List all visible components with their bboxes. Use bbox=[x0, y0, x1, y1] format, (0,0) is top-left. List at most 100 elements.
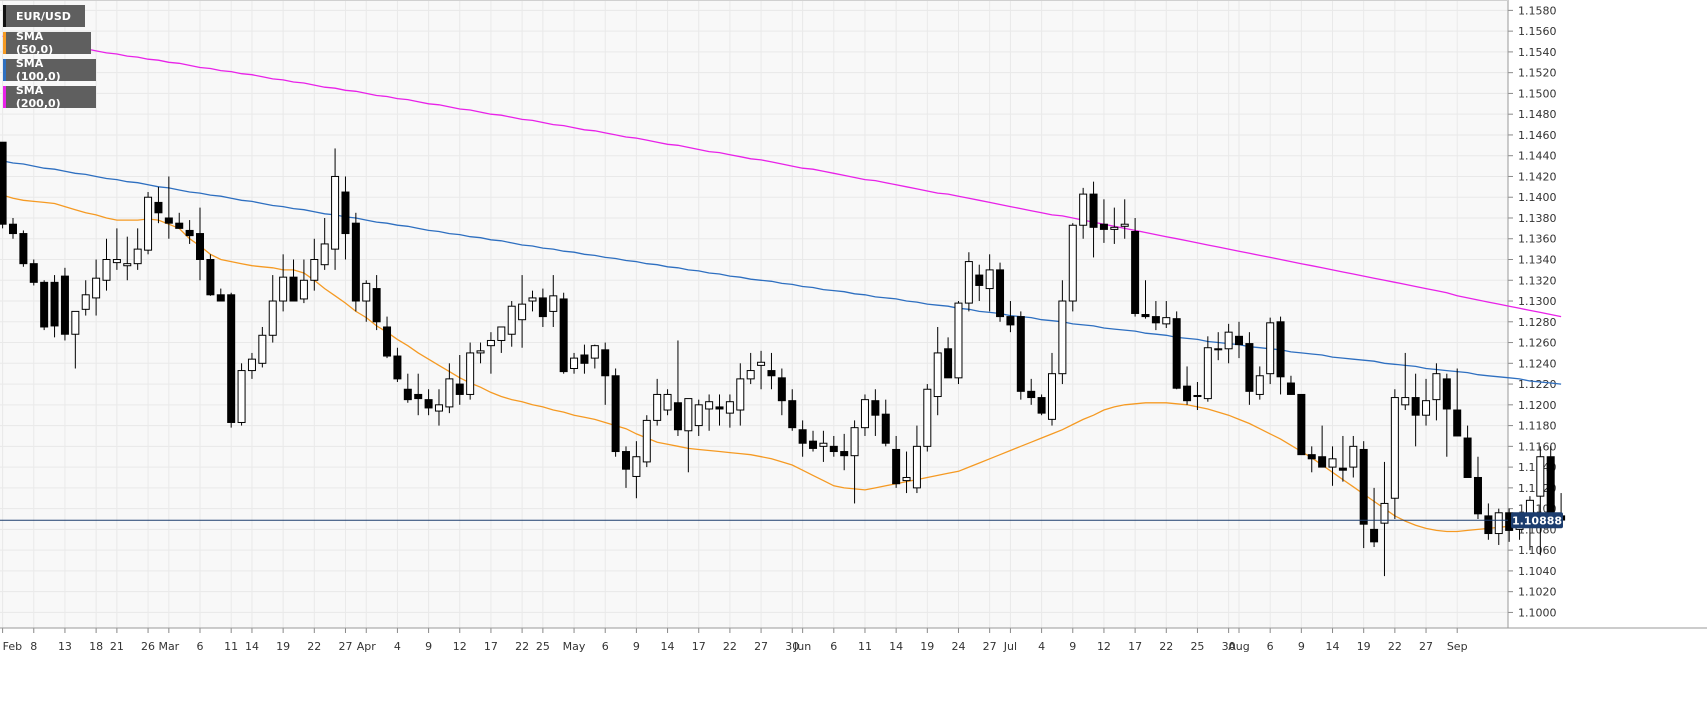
candle-body bbox=[216, 294, 225, 302]
candle bbox=[424, 389, 433, 416]
legend-item-eurusd[interactable]: EUR/USD bbox=[3, 5, 85, 27]
candle bbox=[1318, 425, 1327, 468]
candle bbox=[1338, 435, 1347, 482]
candle bbox=[19, 230, 28, 267]
x-tick-label: 12 bbox=[453, 640, 467, 653]
candle bbox=[653, 378, 662, 426]
candle bbox=[455, 355, 464, 405]
x-tick-label: 27 bbox=[754, 640, 768, 653]
candle bbox=[1079, 187, 1088, 239]
candle bbox=[1235, 321, 1244, 359]
candle-body bbox=[518, 303, 527, 321]
candle bbox=[247, 352, 256, 379]
candle-body bbox=[1079, 193, 1088, 226]
candle bbox=[476, 342, 485, 364]
candle bbox=[341, 176, 350, 260]
x-tick-label: 17 bbox=[484, 640, 498, 653]
candle-body bbox=[860, 399, 869, 429]
candle bbox=[289, 259, 298, 302]
candle-body bbox=[653, 393, 662, 421]
candle-body bbox=[60, 275, 69, 335]
x-tick-label: 6 bbox=[830, 640, 837, 653]
candle-body bbox=[1432, 373, 1441, 401]
y-tick-label: 1.1320 bbox=[1518, 274, 1557, 287]
x-tick-label: Feb bbox=[3, 640, 22, 653]
candle bbox=[622, 446, 630, 488]
candle-body bbox=[1401, 397, 1410, 406]
legend: EUR/USD SMA (50,0) SMA (100,0) SMA (200,… bbox=[3, 5, 96, 113]
candle bbox=[611, 368, 620, 457]
candle bbox=[933, 326, 942, 416]
candle-body bbox=[632, 456, 641, 477]
x-tick-label: 6 bbox=[1267, 640, 1274, 653]
candle-body bbox=[1162, 317, 1171, 325]
x-tick-label: 22 bbox=[1159, 640, 1173, 653]
candle-body bbox=[559, 298, 568, 373]
candle bbox=[996, 262, 1005, 322]
candle-body bbox=[954, 302, 963, 379]
candle bbox=[331, 148, 340, 270]
candle-body bbox=[1089, 193, 1098, 228]
candle bbox=[694, 399, 703, 436]
candle-body bbox=[237, 370, 246, 423]
candle-body bbox=[1193, 394, 1202, 398]
candle-body bbox=[673, 402, 682, 431]
candle bbox=[123, 236, 132, 281]
candle bbox=[279, 254, 288, 312]
y-tick-label: 1.1580 bbox=[1518, 4, 1557, 17]
y-tick-label: 1.1500 bbox=[1518, 87, 1557, 100]
candle-body bbox=[964, 261, 973, 304]
candle bbox=[788, 389, 797, 431]
y-tick-label: 1.1180 bbox=[1518, 420, 1557, 433]
candle bbox=[310, 238, 319, 291]
candle bbox=[403, 373, 412, 403]
candle bbox=[486, 332, 495, 374]
candle bbox=[102, 238, 111, 291]
candle-body bbox=[227, 294, 236, 423]
candle-body bbox=[268, 300, 277, 336]
candle-body bbox=[975, 274, 984, 286]
candle-body bbox=[258, 334, 267, 364]
x-tick-label: 4 bbox=[394, 640, 401, 653]
candle bbox=[507, 301, 516, 347]
candle bbox=[985, 254, 994, 312]
candle-body bbox=[455, 383, 464, 395]
legend-swatch bbox=[3, 86, 6, 108]
candle-body bbox=[622, 451, 630, 470]
x-tick-label: 19 bbox=[276, 640, 290, 653]
price-tag-bg bbox=[1511, 512, 1563, 529]
candle bbox=[237, 363, 246, 426]
candle bbox=[1183, 366, 1192, 405]
candle bbox=[1432, 363, 1441, 421]
candle bbox=[144, 192, 153, 255]
candle bbox=[746, 352, 755, 385]
candle bbox=[725, 394, 734, 428]
candle-body bbox=[393, 355, 402, 380]
price-tag-label: 1.10888 bbox=[1512, 514, 1562, 527]
candle bbox=[923, 384, 932, 452]
candle bbox=[50, 275, 59, 338]
candle bbox=[1370, 487, 1379, 548]
candle-body bbox=[580, 354, 589, 364]
legend-item-sma100[interactable]: SMA (100,0) bbox=[3, 57, 96, 83]
candle-body bbox=[1120, 223, 1129, 227]
x-tick-label: 9 bbox=[1298, 640, 1305, 653]
candle-body bbox=[1027, 390, 1036, 399]
y-tick-label: 1.1560 bbox=[1518, 25, 1557, 38]
x-tick-label: 14 bbox=[1326, 640, 1340, 653]
legend-item-sma50[interactable]: SMA (50,0) bbox=[3, 30, 91, 56]
candle-body bbox=[331, 175, 340, 250]
candle bbox=[1380, 461, 1389, 577]
candle-body bbox=[1422, 400, 1431, 416]
candle-body bbox=[123, 263, 132, 267]
candle-body bbox=[840, 451, 849, 457]
candle bbox=[809, 430, 818, 452]
legend-label: EUR/USD bbox=[16, 9, 71, 23]
candle-body bbox=[985, 269, 994, 290]
legend-item-sma200[interactable]: SMA (200,0) bbox=[3, 84, 96, 110]
candle-body bbox=[196, 233, 205, 261]
candle-body bbox=[1442, 378, 1451, 410]
candle bbox=[1172, 311, 1181, 390]
x-tick-label: 21 bbox=[110, 640, 124, 653]
y-tick-label: 1.1360 bbox=[1518, 233, 1557, 246]
